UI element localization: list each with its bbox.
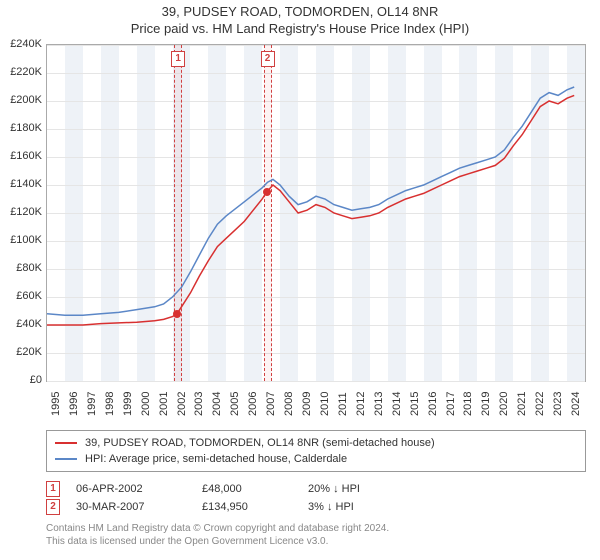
footnote-line1: Contains HM Land Registry data © Crown c… xyxy=(46,522,586,535)
xtick-label: 1995 xyxy=(50,392,62,416)
xtick-label: 2018 xyxy=(462,392,474,416)
sale-diff: 20% ↓ HPI xyxy=(308,483,360,495)
xtick-label: 2009 xyxy=(301,392,313,416)
sale-marker-2: 2 xyxy=(261,51,275,67)
legend-label: HPI: Average price, semi-detached house,… xyxy=(85,453,347,465)
xtick-label: 2001 xyxy=(158,392,170,416)
xtick-label: 2004 xyxy=(211,392,223,416)
sale-date: 06-APR-2002 xyxy=(76,483,186,495)
xtick-label: 2013 xyxy=(373,392,385,416)
sale-point-1 xyxy=(173,310,181,318)
ytick-label: £200K xyxy=(0,94,42,106)
xtick-label: 2024 xyxy=(570,392,582,416)
title-subtitle: Price paid vs. HM Land Registry's House … xyxy=(0,21,600,36)
xtick-label: 2011 xyxy=(337,392,349,416)
ytick-label: £140K xyxy=(0,178,42,190)
ytick-label: £100K xyxy=(0,234,42,246)
footnote: Contains HM Land Registry data © Crown c… xyxy=(46,522,586,548)
sale-point-2 xyxy=(263,188,271,196)
xtick-label: 2000 xyxy=(140,392,152,416)
ytick-label: £160K xyxy=(0,150,42,162)
ytick-label: £60K xyxy=(0,290,42,302)
ytick-label: £0 xyxy=(0,374,42,386)
ytick-label: £40K xyxy=(0,318,42,330)
xtick-label: 2003 xyxy=(193,392,205,416)
xtick-label: 2012 xyxy=(355,392,367,416)
chart-titles: 39, PUDSEY ROAD, TODMORDEN, OL14 8NR Pri… xyxy=(0,0,600,36)
legend-row-property: 39, PUDSEY ROAD, TODMORDEN, OL14 8NR (se… xyxy=(55,435,577,451)
xtick-label: 2021 xyxy=(516,392,528,416)
xtick-label: 2022 xyxy=(534,392,546,416)
line-series-svg xyxy=(47,45,585,381)
sale-price: £134,950 xyxy=(202,501,292,513)
legend-swatch xyxy=(55,442,77,444)
footnote-line2: This data is licensed under the Open Gov… xyxy=(46,535,586,548)
ytick-label: £80K xyxy=(0,262,42,274)
ytick-label: £220K xyxy=(0,66,42,78)
xtick-label: 2005 xyxy=(229,392,241,416)
ytick-label: £120K xyxy=(0,206,42,218)
xtick-label: 2007 xyxy=(265,392,277,416)
ytick-label: £20K xyxy=(0,346,42,358)
legend-box: 39, PUDSEY ROAD, TODMORDEN, OL14 8NR (se… xyxy=(46,430,586,472)
xtick-label: 1996 xyxy=(68,392,80,416)
xtick-label: 2008 xyxy=(283,392,295,416)
xtick-label: 2015 xyxy=(409,392,421,416)
plot-area: 12 xyxy=(46,44,586,382)
legend-label: 39, PUDSEY ROAD, TODMORDEN, OL14 8NR (se… xyxy=(85,437,435,449)
gridline xyxy=(47,381,585,382)
xtick-label: 2017 xyxy=(445,392,457,416)
sale-diff: 3% ↓ HPI xyxy=(308,501,354,513)
xtick-label: 2010 xyxy=(319,392,331,416)
xtick-label: 1997 xyxy=(86,392,98,416)
chart-container: 39, PUDSEY ROAD, TODMORDEN, OL14 8NR Pri… xyxy=(0,0,600,560)
ytick-label: £180K xyxy=(0,122,42,134)
xtick-label: 2014 xyxy=(391,392,403,416)
xtick-label: 2016 xyxy=(427,392,439,416)
xtick-label: 2023 xyxy=(552,392,564,416)
sale-price: £48,000 xyxy=(202,483,292,495)
xtick-label: 2019 xyxy=(480,392,492,416)
xtick-label: 1998 xyxy=(104,392,116,416)
xtick-label: 2020 xyxy=(498,392,510,416)
sale-idx-box: 1 xyxy=(46,481,60,497)
xtick-label: 2002 xyxy=(176,392,188,416)
legend-swatch xyxy=(55,458,77,460)
sales-table: 1 06-APR-2002 £48,000 20% ↓ HPI 2 30-MAR-2007… xyxy=(46,480,586,516)
ytick-label: £240K xyxy=(0,38,42,50)
xtick-label: 2006 xyxy=(247,392,259,416)
legend-row-hpi: HPI: Average price, semi-detached house,… xyxy=(55,451,577,467)
sale-idx-box: 2 xyxy=(46,499,60,515)
series-line-property xyxy=(47,95,574,325)
xtick-label: 1999 xyxy=(122,392,134,416)
sales-row-1: 1 06-APR-2002 £48,000 20% ↓ HPI xyxy=(46,480,586,498)
sale-marker-1: 1 xyxy=(171,51,185,67)
title-address: 39, PUDSEY ROAD, TODMORDEN, OL14 8NR xyxy=(0,4,600,19)
sale-date: 30-MAR-2007 xyxy=(76,501,186,513)
legend-area: 39, PUDSEY ROAD, TODMORDEN, OL14 8NR (se… xyxy=(46,430,586,548)
sales-row-2: 2 30-MAR-2007 £134,950 3% ↓ HPI xyxy=(46,498,586,516)
series-line-hpi xyxy=(47,87,574,315)
